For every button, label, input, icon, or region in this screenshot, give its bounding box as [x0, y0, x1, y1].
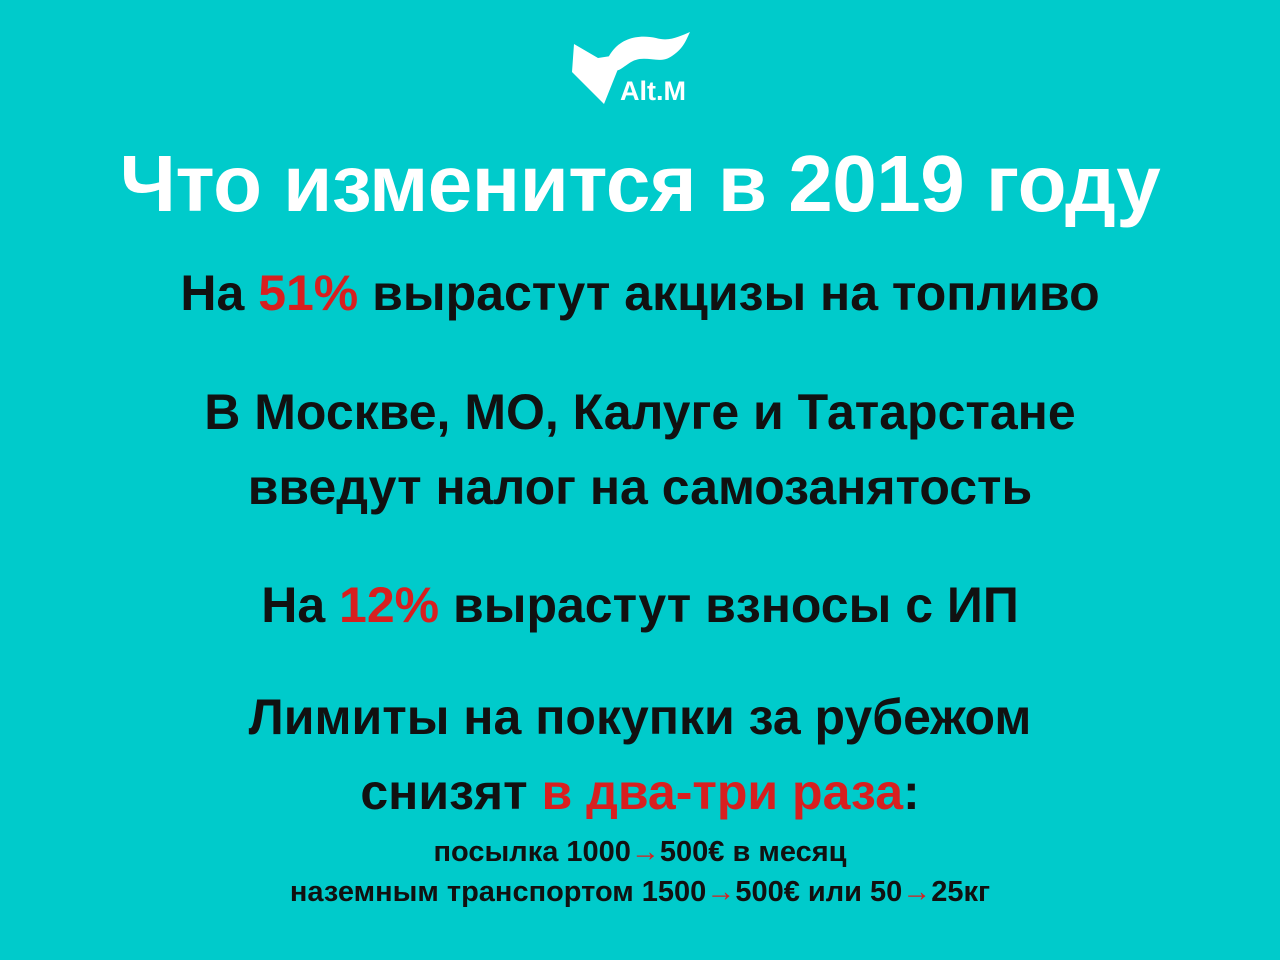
logo-text: Alt.M — [620, 76, 686, 106]
text: 25кг — [931, 876, 991, 908]
ground-transport-limit-line: наземным транспортом 1500→500€ или 50→25… — [0, 876, 1280, 909]
limits-line-2: снизят в два-три раза: — [0, 763, 1280, 821]
highlight-text: в два-три раза — [541, 764, 904, 820]
alt-m-fox-logo — [572, 32, 690, 104]
fuel-excise-line: На 51% вырастут акцизы на топливо — [0, 264, 1280, 322]
page-title: Что изменится в 2019 году — [119, 139, 1161, 228]
arrow-right-icon: → — [706, 876, 736, 908]
text: На — [180, 265, 259, 321]
highlight-percent: 12% — [339, 577, 440, 633]
text: 500€ в месяц — [659, 836, 847, 868]
text: снизят — [360, 764, 542, 820]
parcel-limit-line: посылка 1000→500€ в месяц — [0, 836, 1280, 869]
text: вырастут акцизы на топливо — [358, 265, 1100, 321]
highlight-percent: 51% — [258, 265, 359, 321]
arrow-right-icon: → — [630, 836, 660, 868]
text: На — [261, 577, 340, 633]
text: посылка 1000 — [433, 836, 631, 868]
text: наземным транспортом 1500 — [289, 876, 707, 908]
self-employment-line-1: В Москве, МО, Калуге и Татарстане — [204, 384, 1076, 440]
text: 500€ или 50 — [735, 876, 903, 908]
text: : — [903, 764, 920, 820]
text: вырастут взносы с ИП — [439, 577, 1019, 633]
self-employment-line-2: введут налог на самозанятость — [247, 459, 1033, 515]
limits-line-1: Лимиты на покупки за рубежом — [248, 689, 1032, 745]
arrow-right-icon: → — [902, 876, 932, 908]
ip-contributions-line: На 12% вырастут взносы с ИП — [0, 576, 1280, 634]
